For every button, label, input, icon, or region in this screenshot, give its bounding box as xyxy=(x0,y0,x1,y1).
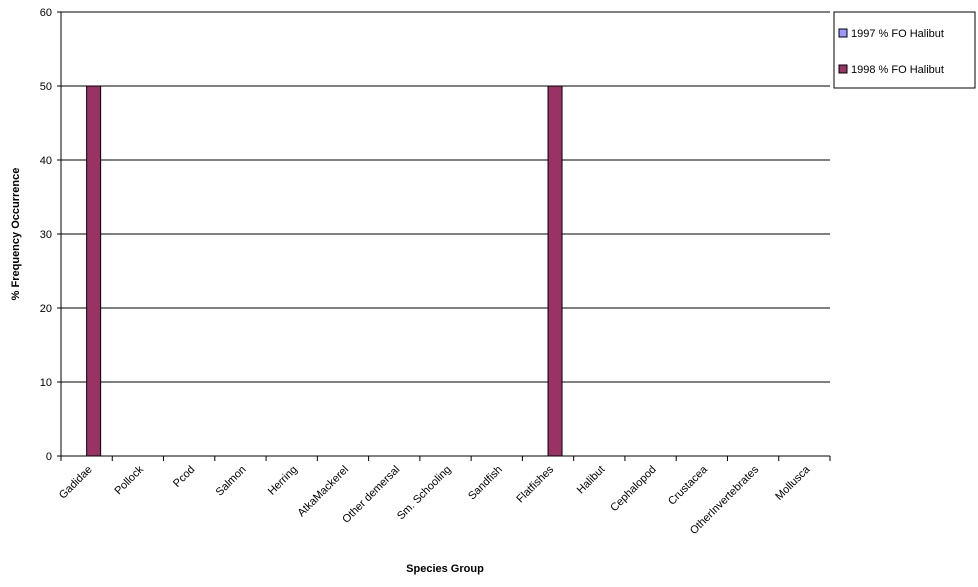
x-tick-label: Pcod xyxy=(171,464,197,490)
y-tick-label: 40 xyxy=(40,155,52,167)
y-tick-label: 20 xyxy=(40,303,52,315)
y-tick-label: 0 xyxy=(46,451,52,463)
bar xyxy=(86,85,102,457)
legend-swatch-1997 xyxy=(838,28,848,38)
y-tick-label: 60 xyxy=(40,7,52,19)
bar xyxy=(547,85,563,457)
y-axis-title: % Frequency Occurrence xyxy=(10,168,22,301)
bars xyxy=(86,85,563,457)
x-tick-label: AtkaMackerel xyxy=(295,464,351,520)
x-tick-label: Mollusca xyxy=(773,463,813,503)
x-axis-title: Species Group xyxy=(406,563,484,575)
x-axis-ticks: Gadidae Pollock Pcod Salmon HerringAtkaMacke… xyxy=(57,456,831,537)
x-tick-label: Cephalopod xyxy=(608,464,658,514)
x-tick-label: Sandfish xyxy=(466,464,505,503)
gridlines xyxy=(61,11,830,383)
y-tick-label: 10 xyxy=(40,377,52,389)
y-tick-label: 30 xyxy=(40,229,52,241)
y-axis-ticks: 0 10 20 30 40 50 60 xyxy=(40,7,61,463)
legend: 1997 % FO Halibut 1998 % FO Halibut xyxy=(833,11,976,89)
x-tick-label: Crustacea xyxy=(666,463,711,508)
y-tick-label: 50 xyxy=(40,81,52,93)
x-tick-label: Halibut xyxy=(575,464,608,497)
x-tick-label: Pollock xyxy=(112,463,146,497)
legend-label-1997: 1997 % FO Halibut xyxy=(851,28,944,40)
legend-swatch-1998 xyxy=(838,64,848,74)
x-tick-label: Gadidae xyxy=(57,464,95,502)
x-tick-label: Herring xyxy=(266,464,300,498)
x-tick-label: Sm. Schooling xyxy=(395,464,454,523)
x-tick-label: Flatfishes xyxy=(514,463,556,505)
legend-box xyxy=(833,11,976,89)
legend-label-1998: 1998 % FO Halibut xyxy=(851,64,944,76)
x-tick-label: Salmon xyxy=(214,464,249,499)
